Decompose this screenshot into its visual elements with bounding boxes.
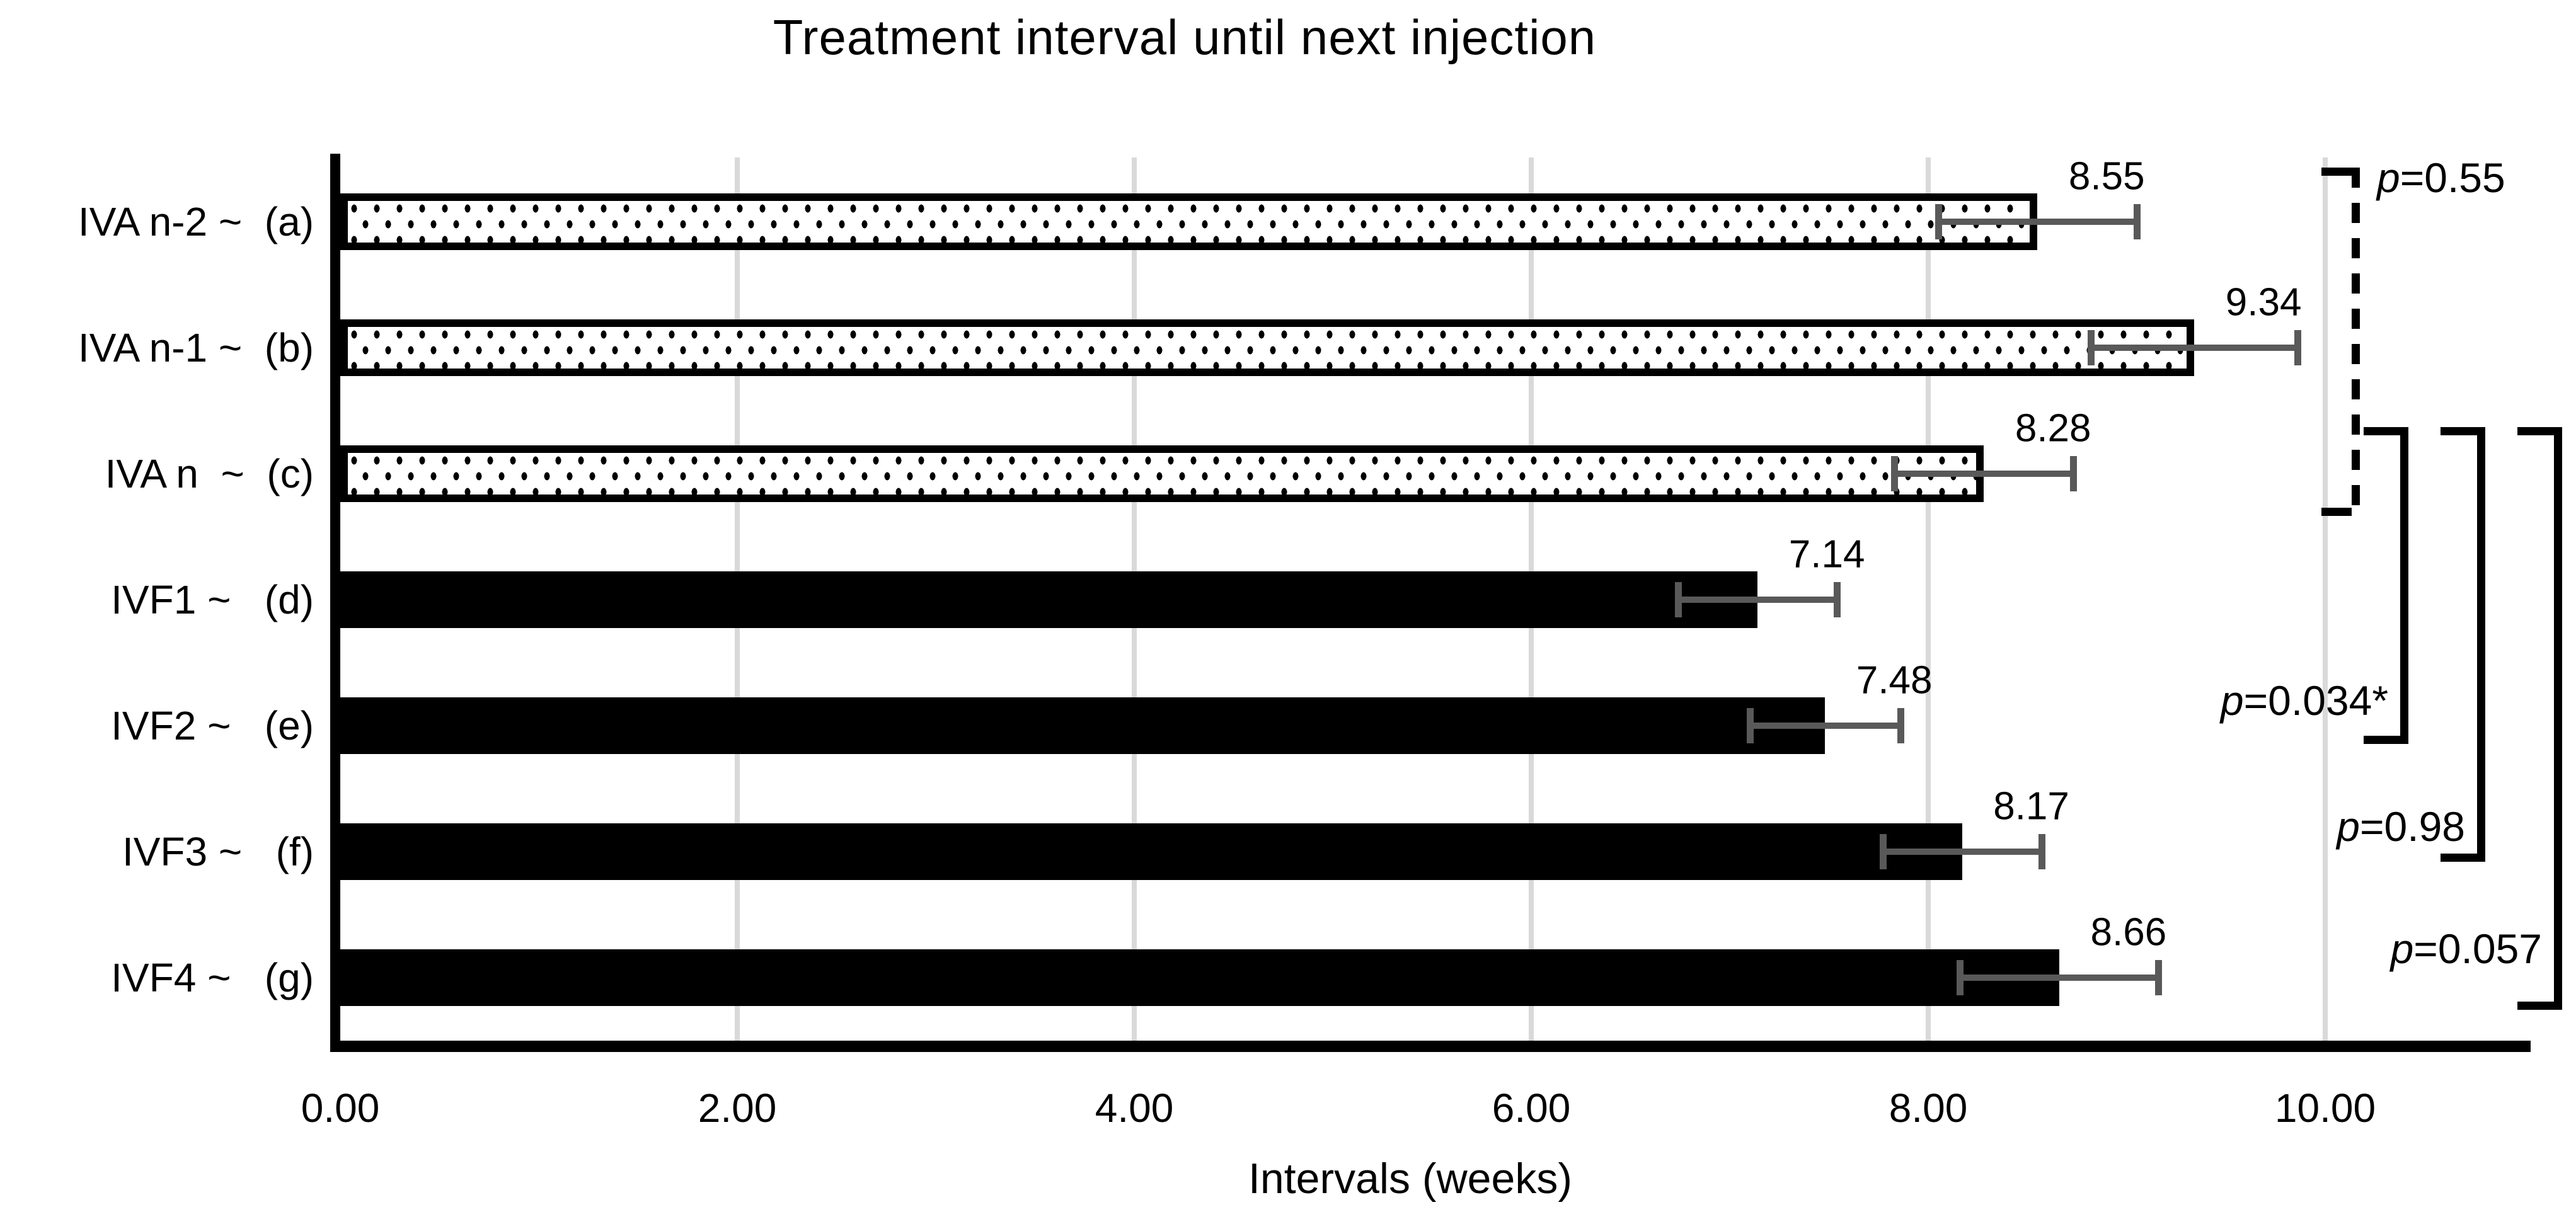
comparison-bracket-tick [2321,508,2352,516]
comparison-bracket-solid [2477,427,2485,862]
p-value-label: p=0.057 [2390,925,2542,972]
error-bar-cap [2038,834,2045,869]
gridline [1926,157,1931,1041]
error-bar-cap [1834,582,1841,617]
bar-e [340,697,1825,754]
x-tick-label: 4.00 [1095,1085,1174,1131]
comparison-bracket-tick [2517,427,2554,435]
error-bar-cap [1675,582,1682,617]
x-tick-label: 10.00 [2274,1085,2376,1131]
error-bar-cap [2069,456,2077,491]
value-label: 7.14 [1788,532,1865,576]
error-bar [1894,471,2073,477]
x-tick-label: 8.00 [1889,1085,1968,1131]
error-bar-cap [1891,456,1899,491]
comparison-bracket-tick [2441,854,2477,862]
error-bar-cap [1897,708,1904,743]
comparison-bracket-tick [2441,427,2477,435]
error-bar-cap [2088,330,2095,365]
category-label: IVF1 ~ (d) [111,577,314,622]
y-axis-line [330,154,340,1052]
error-bar [1882,849,2042,855]
x-tick-label: 2.00 [698,1085,777,1131]
gridline [2323,157,2328,1041]
category-label: IVA n-1 ~ (b) [78,325,314,370]
error-bar-cap [2133,204,2141,239]
comparison-bracket-solid [2554,427,2562,1010]
value-label: 8.17 [1993,784,2069,828]
bar-d [340,571,1757,628]
p-italic-glyph: p [2337,803,2360,850]
x-tick-label: 0.00 [301,1085,380,1131]
value-label: 8.55 [2068,154,2145,198]
bar-g [340,949,2059,1006]
value-label: 8.28 [2015,406,2091,450]
error-bar-cap [1879,834,1887,869]
comparison-bracket-tick [2321,168,2352,176]
comparison-bracket-tick [2364,427,2400,435]
x-axis-title: Intervals (weeks) [1248,1155,1572,1203]
value-label: 7.48 [1856,658,1933,702]
error-bar [1938,219,2137,225]
error-bar-cap [2294,330,2301,365]
bar-f [340,823,1962,880]
x-tick-label: 6.00 [1492,1085,1571,1131]
p-italic-glyph: p [2390,925,2414,972]
category-label: IVF3 ~ (f) [122,829,314,874]
error-bar-cap [1957,960,1964,995]
value-label: 9.34 [2225,280,2302,324]
bar-a [340,193,2037,250]
error-bar [2091,345,2297,351]
x-axis-line [330,1041,2531,1052]
chart-title: Treatment interval until next injection [773,9,1597,65]
error-bar-cap [2155,960,2163,995]
comparison-bracket-tick [2517,1002,2554,1010]
error-bar [1960,975,2159,981]
p-value-label: p=0.55 [2377,154,2505,201]
bar-b [340,319,2194,376]
value-label: 8.66 [2090,910,2167,954]
comparison-bracket-dashed [2352,168,2360,516]
error-bar-cap [1935,204,1942,239]
category-label: IVF2 ~ (e) [111,703,314,748]
comparison-bracket-tick [2364,736,2400,744]
error-bar [1749,723,1900,729]
comparison-bracket-solid [2400,427,2408,744]
error-bar [1678,597,1837,603]
category-label: IVA n-2 ~ (a) [78,199,314,244]
error-bar-cap [1746,708,1754,743]
p-value-label: p=0.98 [2337,803,2465,850]
p-italic-glyph: p [2220,677,2244,724]
p-italic-glyph: p [2377,154,2400,201]
p-value-label: p=0.034* [2220,677,2388,724]
category-label: IVA n ~ (c) [105,451,314,496]
bar-c [340,445,1984,502]
category-label: IVF4 ~ (g) [111,955,314,1000]
